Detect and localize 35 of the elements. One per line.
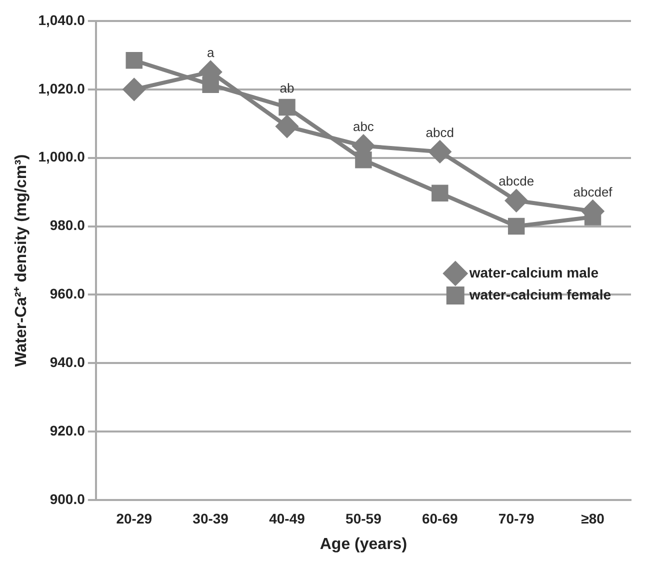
y-tick-label: 1,000.0	[38, 148, 86, 165]
point	[505, 190, 528, 212]
legend-label: water-calcium female	[468, 286, 612, 302]
x-tick-label: ≥80	[581, 510, 605, 526]
y-tick-label: 940.0	[50, 354, 86, 370]
annotation: abcdef	[573, 184, 613, 200]
point	[278, 98, 296, 116]
y-tick-label: 1,020.0	[38, 80, 86, 96]
y-tick-label: 920.0	[50, 422, 86, 438]
point	[126, 52, 142, 69]
point	[428, 140, 451, 163]
y-tick-label: 980.0	[50, 217, 86, 234]
y-tick-label: 1,040.0	[38, 12, 86, 28]
x-tick-label: 60-69	[422, 510, 458, 526]
y-axis-title: Water-Ca²⁺ density (mg/cm³)	[13, 154, 30, 367]
x-tick-label: 40-49	[269, 510, 306, 526]
annotation: a	[206, 45, 215, 60]
point	[202, 76, 219, 94]
y-tick-label: 900.0	[50, 490, 86, 507]
point	[123, 78, 146, 100]
annotation: abcde	[498, 174, 534, 189]
point	[432, 184, 448, 202]
x-tick-label: 70-79	[498, 510, 534, 526]
point	[508, 218, 525, 235]
annotation: ab	[280, 80, 294, 96]
x-tick-label: 30-39	[192, 510, 229, 526]
x-tick-label: 50-59	[346, 510, 382, 526]
y-tick-label: 960.0	[50, 286, 86, 302]
point	[276, 115, 298, 138]
point	[355, 152, 372, 168]
legend-label: water-calcium male	[468, 264, 599, 280]
annotation: abc	[352, 118, 374, 134]
x-tick-label: 20-29	[116, 510, 152, 526]
x-axis-title: Age (years)	[320, 536, 408, 553]
annotation: abcd	[426, 124, 454, 140]
